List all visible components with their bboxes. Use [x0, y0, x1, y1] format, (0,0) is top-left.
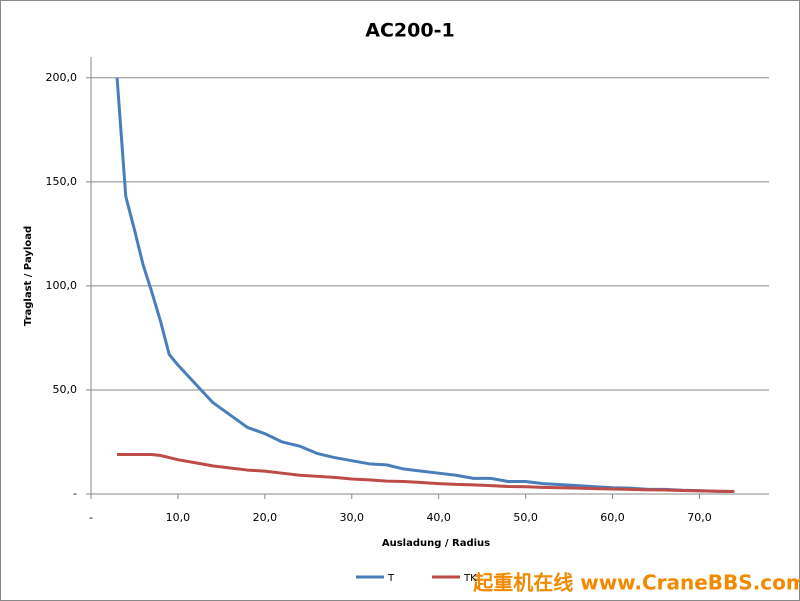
chart-title: AC200-1 [365, 20, 454, 42]
y-tick-label: - [73, 487, 77, 500]
x-tick-label: 20,0 [253, 511, 278, 524]
x-tick-label: 50,0 [513, 511, 538, 524]
y-axis-label: Traglast / Payload [23, 226, 34, 326]
x-tick-label: 60,0 [600, 511, 625, 524]
y-tick-label: 50,0 [53, 383, 78, 396]
legend-label: TK [463, 573, 477, 584]
legend-label: T [387, 573, 395, 584]
x-tick-label: 70,0 [687, 511, 712, 524]
y-tick-label: 100,0 [46, 279, 78, 292]
x-tick-label: - [89, 511, 93, 524]
watermark: 起重机在线 www.CraneBBS.com [472, 571, 800, 595]
y-tick-label: 200,0 [46, 71, 78, 84]
x-tick-label: 10,0 [166, 511, 191, 524]
y-tick-label: 150,0 [46, 175, 78, 188]
x-tick-label: 30,0 [340, 511, 365, 524]
x-tick-label: 40,0 [426, 511, 451, 524]
series-line [117, 452, 735, 494]
x-axis-label: Ausladung / Radius [382, 538, 490, 549]
